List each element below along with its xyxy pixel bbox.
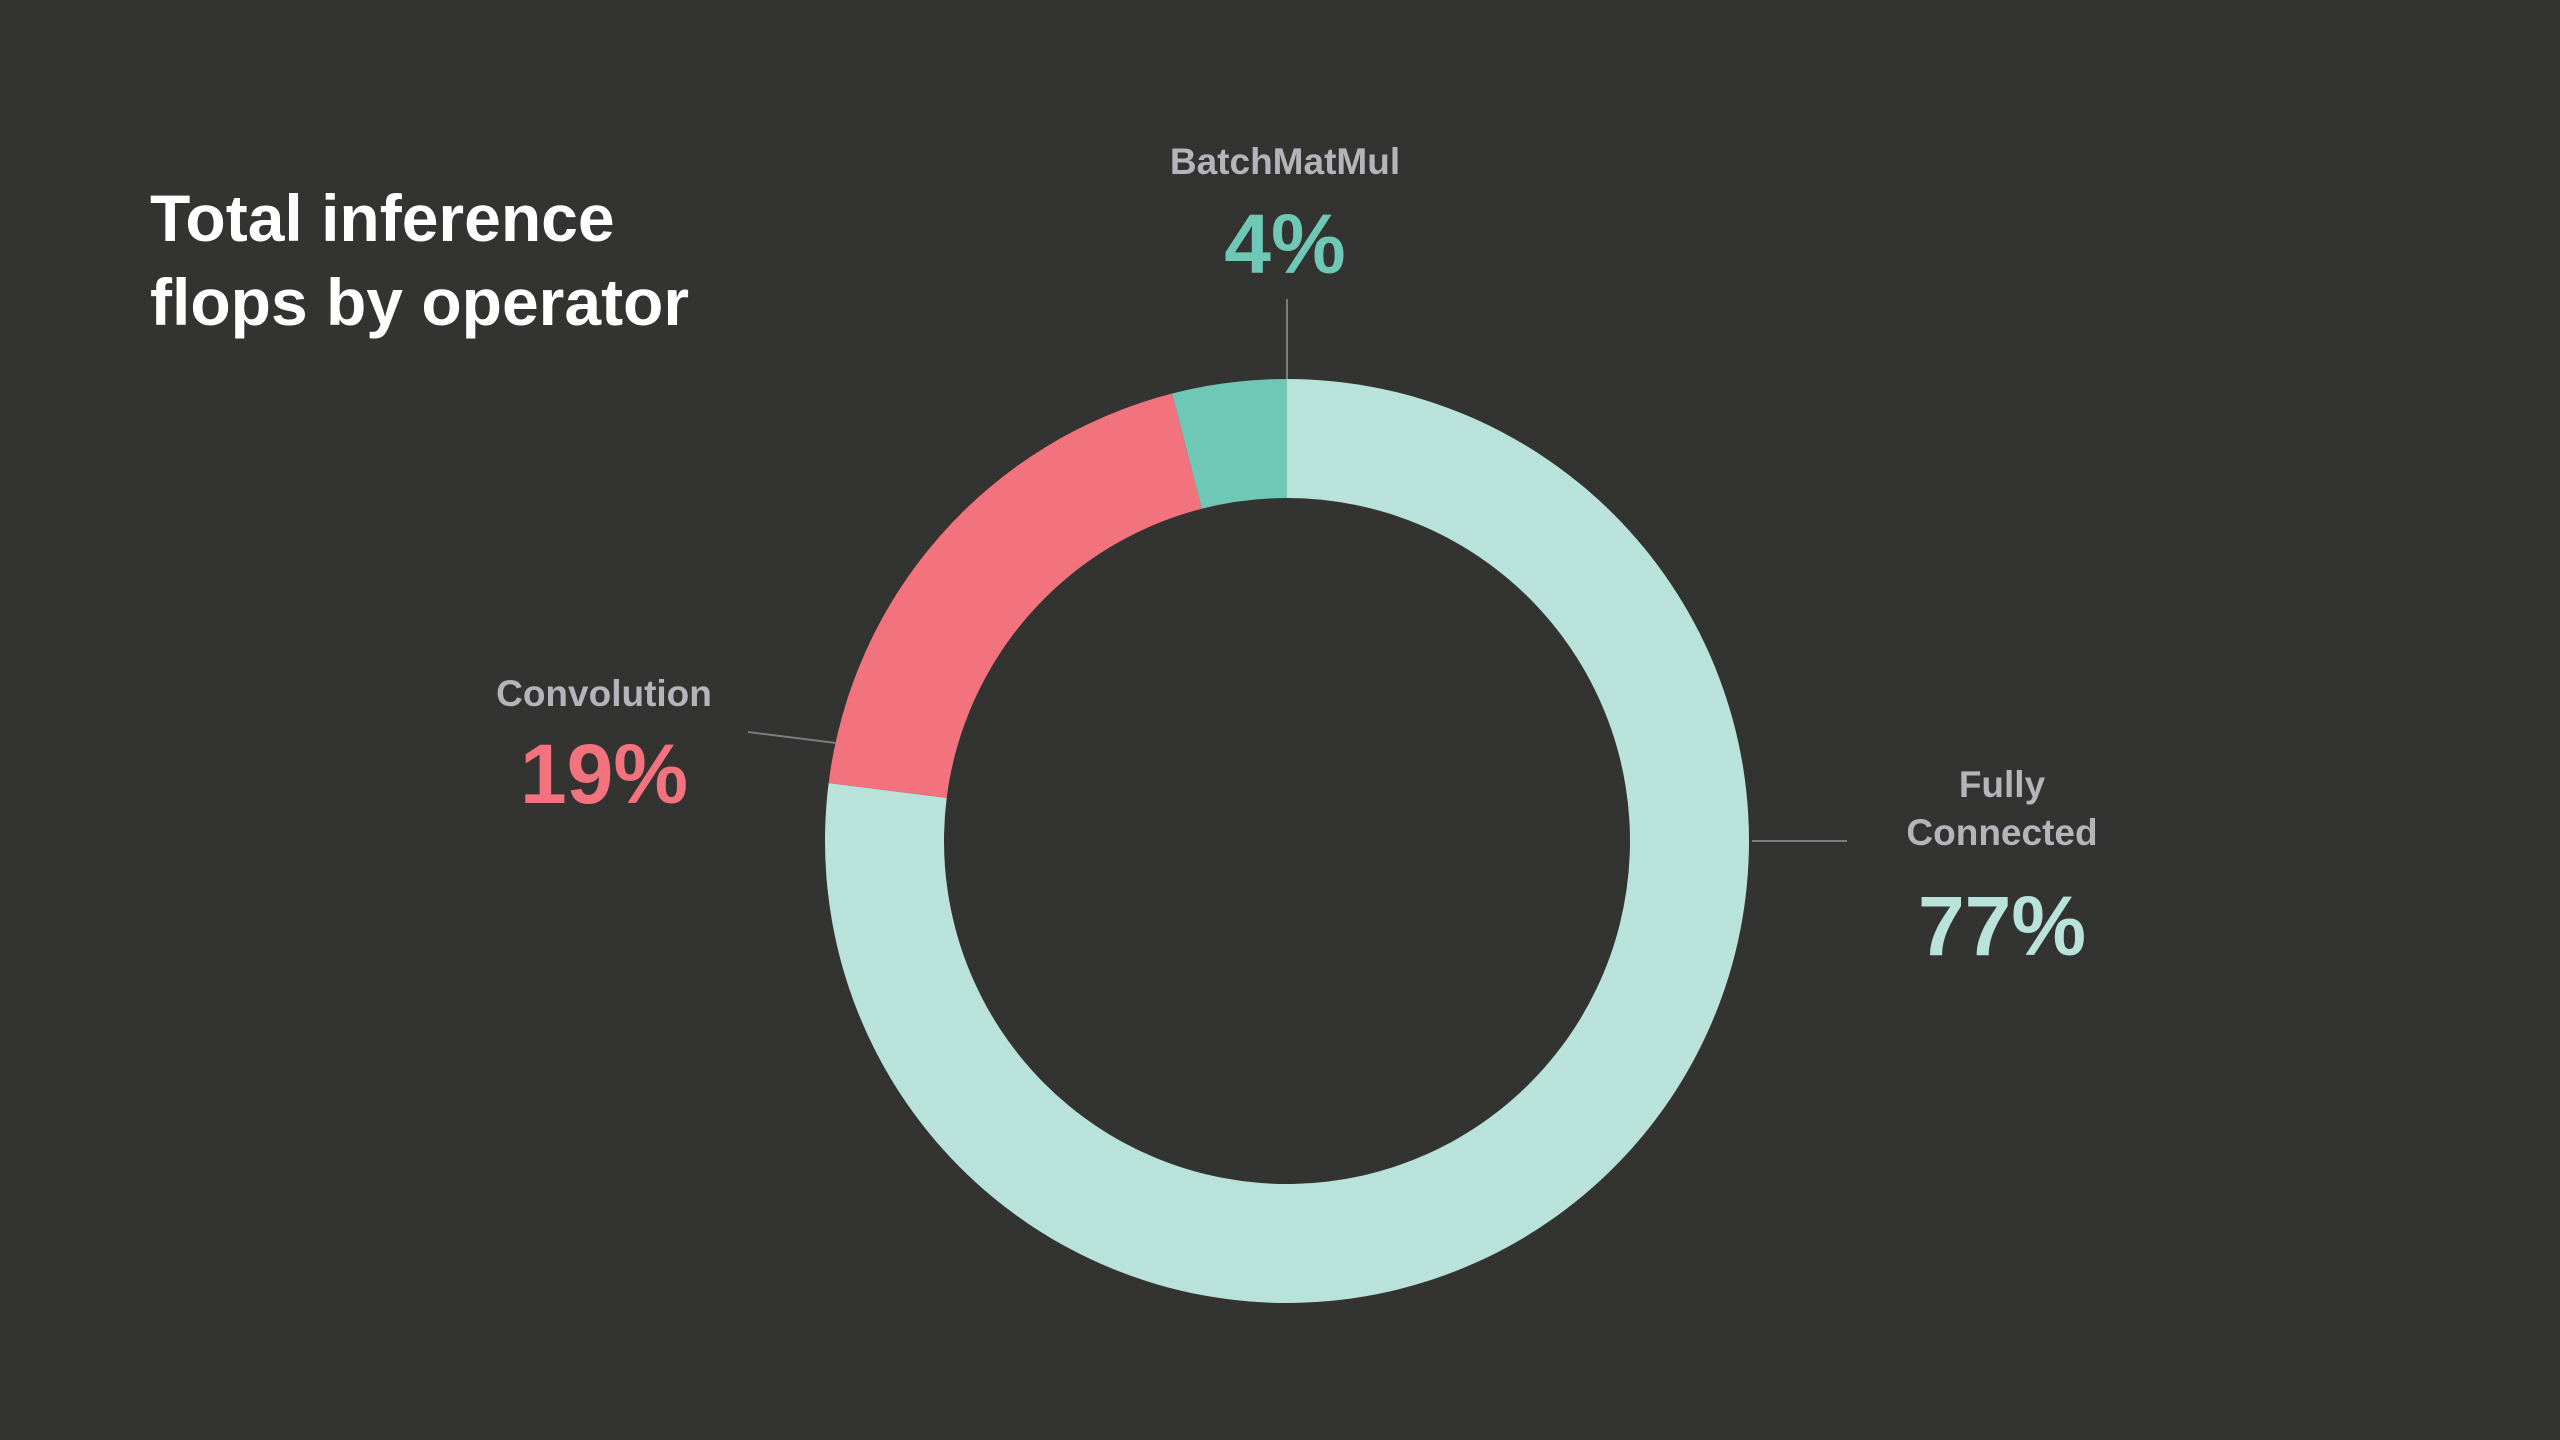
leader-lines bbox=[747, 299, 1847, 842]
chart-title: Total inference flops by operator bbox=[150, 181, 690, 339]
leader-line bbox=[747, 731, 837, 744]
value-label: 77% bbox=[1917, 879, 2087, 973]
donut-segment bbox=[828, 393, 1202, 799]
category-label: Convolution bbox=[496, 673, 712, 714]
value-label: 19% bbox=[519, 727, 689, 821]
category-label: Fully Connected bbox=[1906, 764, 2098, 853]
category-label: BatchMatMul bbox=[1169, 141, 1401, 182]
value-label: 4% bbox=[1224, 197, 1346, 291]
donut-segment bbox=[1172, 379, 1287, 509]
